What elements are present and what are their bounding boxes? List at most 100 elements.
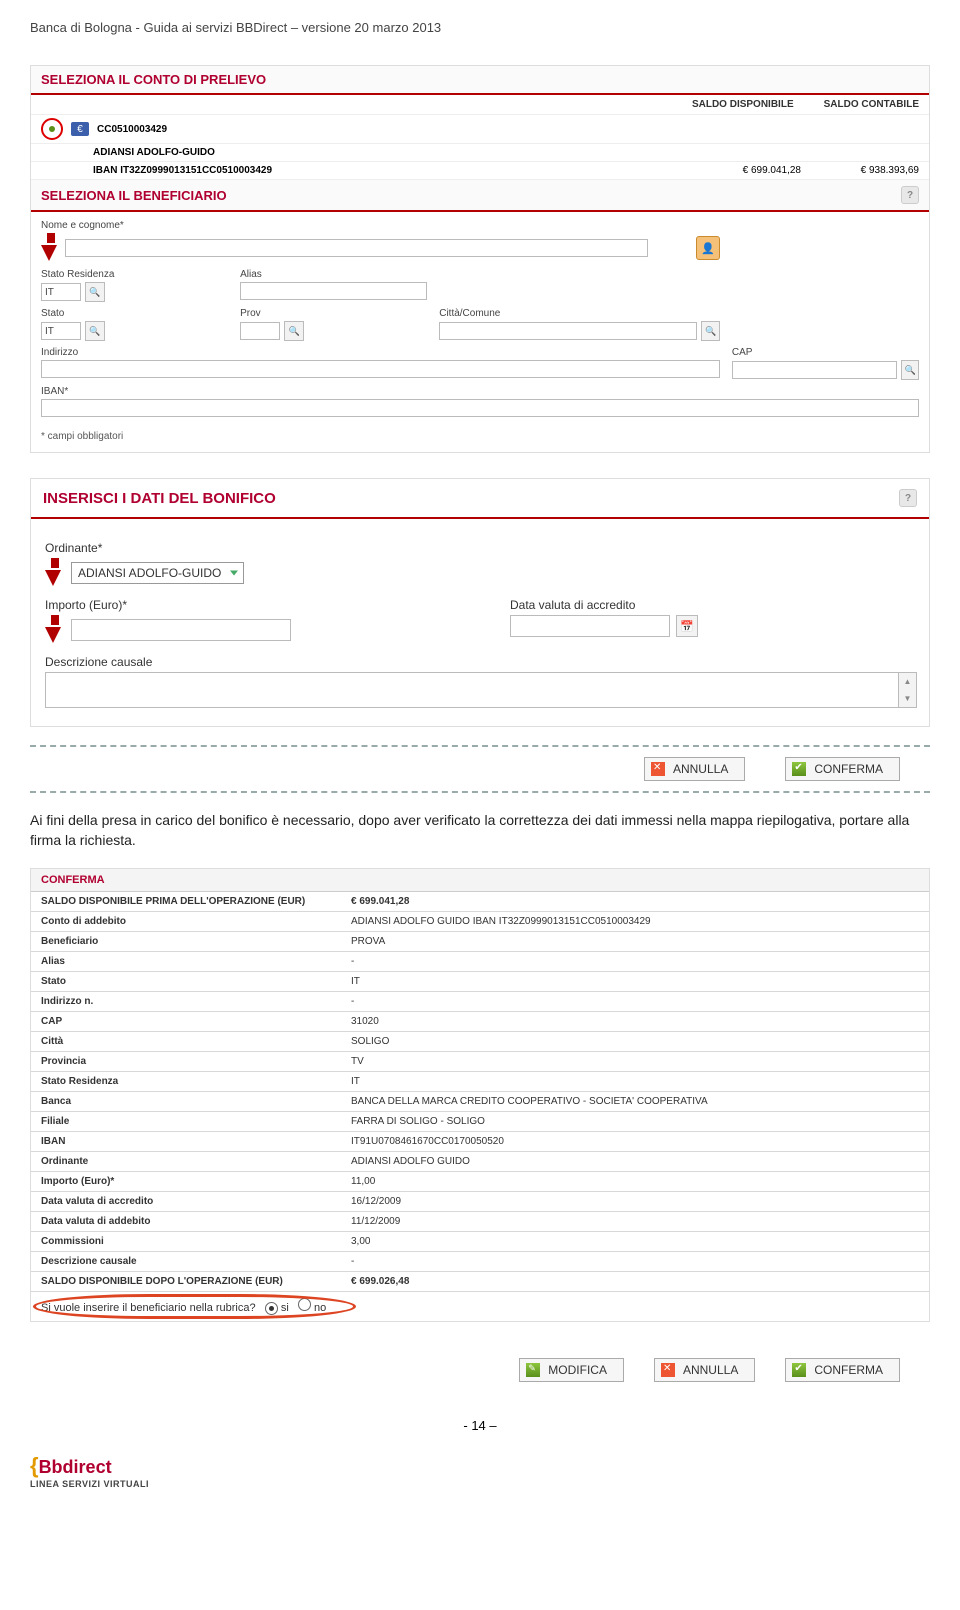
label-cap: CAP	[732, 347, 919, 358]
label-nome: Nome e cognome*	[41, 220, 720, 231]
conferma-row: StatoIT	[31, 972, 929, 992]
modifica-button[interactable]: MODIFICA	[519, 1358, 624, 1382]
conferma-key: CAP	[41, 1016, 341, 1027]
balance-header-row: SALDO DISPONIBILE SALDO CONTABILE	[31, 95, 929, 115]
input-descrizione[interactable]: ▲▼	[45, 672, 917, 708]
conferma-key: Data valuta di accredito	[41, 1196, 341, 1207]
account-iban: IBAN IT32Z0999013151CC0510003429	[93, 165, 272, 176]
red-arrow-icon	[45, 615, 65, 645]
help-icon[interactable]: ?	[899, 489, 917, 507]
dashed-separator	[30, 745, 930, 747]
conferma-key: Provincia	[41, 1056, 341, 1067]
annulla-label: ANNULLA	[673, 762, 728, 776]
cancel-icon	[651, 762, 665, 776]
account-row-2: ADIANSI ADOLFO-GUIDO	[31, 144, 929, 162]
conferma-row: Descrizione causale-	[31, 1252, 929, 1272]
conferma-value: IT	[351, 1076, 919, 1087]
label-iban: IBAN*	[41, 386, 919, 397]
help-icon[interactable]: ?	[901, 186, 919, 204]
panel3-title: INSERISCI I DATI DEL BONIFICO ?	[31, 479, 929, 519]
conferma-key: Importo (Euro)*	[41, 1176, 341, 1187]
red-arrow-icon	[45, 558, 65, 588]
conferma-value: IT91U0708461670CC0170050520	[351, 1136, 919, 1147]
input-alias[interactable]	[240, 282, 427, 300]
conferma-value: ADIANSI ADOLFO GUIDO IBAN IT32Z099901315…	[351, 916, 919, 927]
conferma-row: FilialeFARRA DI SOLIGO - SOLIGO	[31, 1112, 929, 1132]
label-prov: Prov	[240, 308, 427, 319]
input-iban[interactable]	[41, 399, 919, 417]
panel2-title-text: SELEZIONA IL BENEFICIARIO	[41, 188, 227, 203]
button-row-2: MODIFICA ANNULLA CONFERMA	[30, 1352, 930, 1388]
input-cap[interactable]	[732, 361, 897, 379]
input-indirizzo[interactable]	[41, 360, 720, 378]
conferma-key: Commissioni	[41, 1236, 341, 1247]
body-paragraph: Ai fini della presa in carico del bonifi…	[30, 811, 930, 850]
input-citta[interactable]	[439, 322, 697, 340]
panel2-title: SELEZIONA IL BENEFICIARIO ?	[31, 180, 929, 212]
lookup-stato-res-icon[interactable]: 🔍	[85, 282, 105, 302]
conferma-row: OrdinanteADIANSI ADOLFO GUIDO	[31, 1152, 929, 1172]
annulla-button[interactable]: ANNULLA	[654, 1358, 755, 1382]
logo-text: Bbdirect	[39, 1457, 112, 1477]
conferma-value: 16/12/2009	[351, 1196, 919, 1207]
account-number: CC0510003429	[97, 124, 167, 135]
label-no: no	[314, 1302, 326, 1314]
conferma-key: Stato Residenza	[41, 1076, 341, 1087]
radio-si[interactable]	[265, 1302, 278, 1315]
lookup-prov-icon[interactable]: 🔍	[284, 321, 304, 341]
address-book-icon[interactable]	[696, 236, 720, 260]
balance-available: € 699.041,28	[691, 165, 801, 176]
label-indirizzo: Indirizzo	[41, 347, 720, 358]
radio-no[interactable]	[298, 1298, 311, 1311]
conferma-row: SALDO DISPONIBILE DOPO L'OPERAZIONE (EUR…	[31, 1272, 929, 1292]
input-stato-res[interactable]: IT	[41, 283, 81, 301]
input-prov[interactable]	[240, 322, 280, 340]
select-ordinante[interactable]: ADIANSI ADOLFO-GUIDO	[71, 562, 244, 584]
conferma-key: Banca	[41, 1096, 341, 1107]
lookup-stato-icon[interactable]: 🔍	[85, 321, 105, 341]
modifica-label: MODIFICA	[548, 1363, 607, 1377]
annulla-button[interactable]: ANNULLA	[644, 757, 745, 781]
conferma-key: Indirizzo n.	[41, 996, 341, 1007]
footer-logo: {Bbdirect LINEA SERVIZI VIRTUALI	[30, 1453, 930, 1489]
calendar-icon[interactable]: 📅	[676, 615, 698, 637]
lookup-cap-icon[interactable]: 🔍	[901, 360, 919, 380]
input-nome[interactable]	[65, 239, 648, 257]
label-ordinante: Ordinante*	[45, 541, 915, 555]
input-stato[interactable]: IT	[41, 322, 81, 340]
conferma-row: Conto di addebitoADIANSI ADOLFO GUIDO IB…	[31, 912, 929, 932]
col-saldo-cont: SALDO CONTABILE	[824, 99, 919, 110]
conferma-title: CONFERMA	[31, 869, 929, 892]
logo-brace: {	[30, 1453, 39, 1478]
account-radio[interactable]	[41, 118, 63, 140]
conferma-key: SALDO DISPONIBILE DOPO L'OPERAZIONE (EUR…	[41, 1276, 341, 1287]
label-si: si	[281, 1302, 289, 1314]
account-row-1: € CC0510003429	[31, 115, 929, 144]
input-data-valuta[interactable]	[510, 615, 670, 637]
conferma-value: 3,00	[351, 1236, 919, 1247]
rubrica-question-row: Si vuole inserire il beneficiario nella …	[31, 1292, 929, 1321]
conferma-button[interactable]: CONFERMA	[785, 1358, 900, 1382]
conferma-row: Alias-	[31, 952, 929, 972]
conferma-row: IBANIT91U0708461670CC0170050520	[31, 1132, 929, 1152]
required-footnote: * campi obbligatori	[31, 431, 929, 452]
conferma-key: Beneficiario	[41, 936, 341, 947]
confirm-icon	[792, 1363, 806, 1377]
conferma-button[interactable]: CONFERMA	[785, 757, 900, 781]
input-importo[interactable]	[71, 619, 291, 641]
conferma-row: Data valuta di addebito11/12/2009	[31, 1212, 929, 1232]
doc-header: Banca di Bologna - Guida ai servizi BBDi…	[30, 20, 930, 35]
conferma-value: 31020	[351, 1016, 919, 1027]
lookup-citta-icon[interactable]: 🔍	[701, 321, 720, 341]
label-alias: Alias	[240, 269, 427, 280]
conferma-row: Commissioni 3,00	[31, 1232, 929, 1252]
textarea-scroll[interactable]: ▲▼	[898, 673, 916, 707]
account-holder: ADIANSI ADOLFO-GUIDO	[93, 147, 215, 158]
bonifico-panel: INSERISCI I DATI DEL BONIFICO ? Ordinant…	[30, 478, 930, 727]
conferma-value: TV	[351, 1056, 919, 1067]
red-arrow-icon	[41, 233, 61, 263]
label-stato-res: Stato Residenza	[41, 269, 228, 280]
conferma-row: Stato Residenza IT	[31, 1072, 929, 1092]
conferma-row: BeneficiarioPROVA	[31, 932, 929, 952]
conferma-value: BANCA DELLA MARCA CREDITO COOPERATIVO - …	[351, 1096, 919, 1107]
